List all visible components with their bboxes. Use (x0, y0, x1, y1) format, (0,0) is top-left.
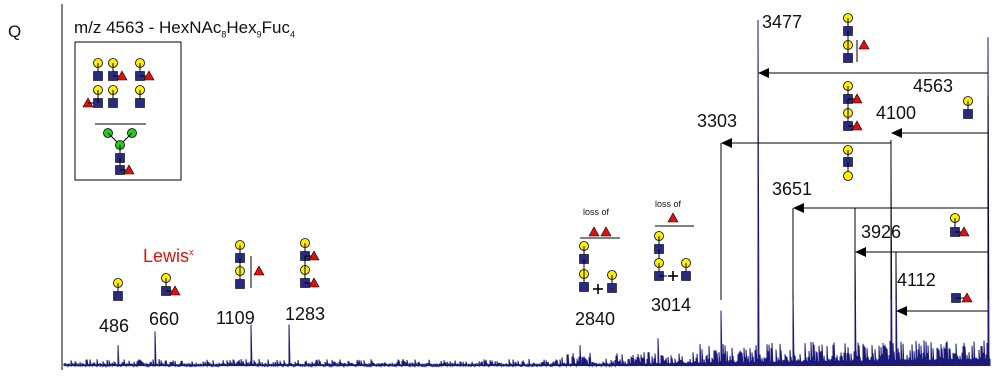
fucose-icon (667, 212, 679, 223)
lewis-x-label: Lewisx (143, 246, 194, 267)
peak-label-4100: 4100 (876, 103, 917, 123)
peak-label-2840: 2840 (575, 309, 616, 329)
fucose-icon (116, 70, 128, 81)
hexnac-icon (579, 282, 589, 292)
title-prefix: m/z 4563 - HexNAc (74, 18, 222, 37)
hexnac-icon (93, 71, 103, 81)
title-hex-count: 9 (256, 29, 262, 40)
title-hexnac-count: 8 (221, 29, 227, 40)
peak-label-486: 486 (99, 316, 130, 336)
fucose-icon (143, 70, 155, 81)
hexnac-icon (235, 279, 245, 289)
fragmentation-arrows (720, 68, 989, 316)
peak-label-4563: 4563 (913, 76, 954, 96)
galactose-icon (843, 171, 853, 181)
hexnac-icon (963, 109, 973, 119)
fucose-icon (961, 292, 973, 303)
arrow-4563-to-3651-head (793, 203, 804, 213)
arrow-4100-to-3303-head (721, 138, 732, 148)
peak-label-4112: 4112 (897, 270, 936, 290)
parent-structure-box (74, 41, 182, 181)
peak-label-1109: 1109 (216, 308, 255, 328)
peak-label-1283: 1283 (285, 304, 326, 324)
arrow-4563-to-4112 (896, 306, 988, 316)
fucose-icon (858, 39, 870, 50)
chart-title: m/z 4563 - HexNAc8Hex9Fuc4 (74, 18, 295, 39)
hexnac-icon (108, 98, 118, 108)
arrow-4563-to-3477 (758, 68, 988, 78)
peak-label-3477: 3477 (762, 12, 803, 32)
arrow-4563-to-4112-head (896, 306, 907, 316)
fucose-icon (851, 93, 863, 104)
title-fuc: Fuc (261, 18, 290, 37)
fucose-icon (588, 226, 600, 237)
hexnac-icon (681, 271, 691, 281)
lewis-text: Lewis (143, 246, 190, 266)
fucose-icon (308, 250, 320, 261)
fucose-icon (253, 265, 265, 276)
spectrum-trace-line (63, 19, 991, 368)
fucose-icon (123, 164, 135, 175)
loss-of-note-2840: loss of (583, 207, 610, 217)
fucose-icon (308, 277, 320, 288)
peak-label-3926: 3926 (861, 222, 902, 242)
glycan-structures (82, 13, 973, 303)
lewis-superscript: x (189, 247, 194, 257)
arrow-4563-to-4100-head (891, 128, 902, 138)
fucose-icon (169, 285, 181, 296)
fucose-icon (958, 226, 970, 237)
panel-letter: Q (8, 22, 22, 41)
fucose-icon (851, 120, 863, 131)
arrow-4563-to-3477-head (758, 68, 769, 78)
fucose-icon (600, 226, 612, 237)
loss-of-note-3014: loss of (655, 199, 682, 209)
peak-label-3303: 3303 (697, 111, 738, 131)
arrow-4563-to-3651 (793, 203, 988, 213)
hexnac-icon (113, 291, 123, 301)
hexnac-icon (135, 98, 145, 108)
arrow-4100-to-3303 (721, 138, 891, 148)
arrow-4563-to-3926 (855, 247, 988, 257)
spectrum-trace (63, 19, 991, 368)
title-hex: Hex (226, 18, 257, 37)
title-fuc-count: 4 (290, 29, 296, 40)
hexnac-icon (843, 53, 853, 63)
arrow-4563-to-4100 (891, 128, 988, 138)
arrow-4563-to-3926-head (855, 247, 866, 257)
peak-label-3651: 3651 (772, 179, 813, 199)
peak-label-660: 660 (149, 309, 180, 329)
peak-label-3014: 3014 (651, 295, 692, 315)
